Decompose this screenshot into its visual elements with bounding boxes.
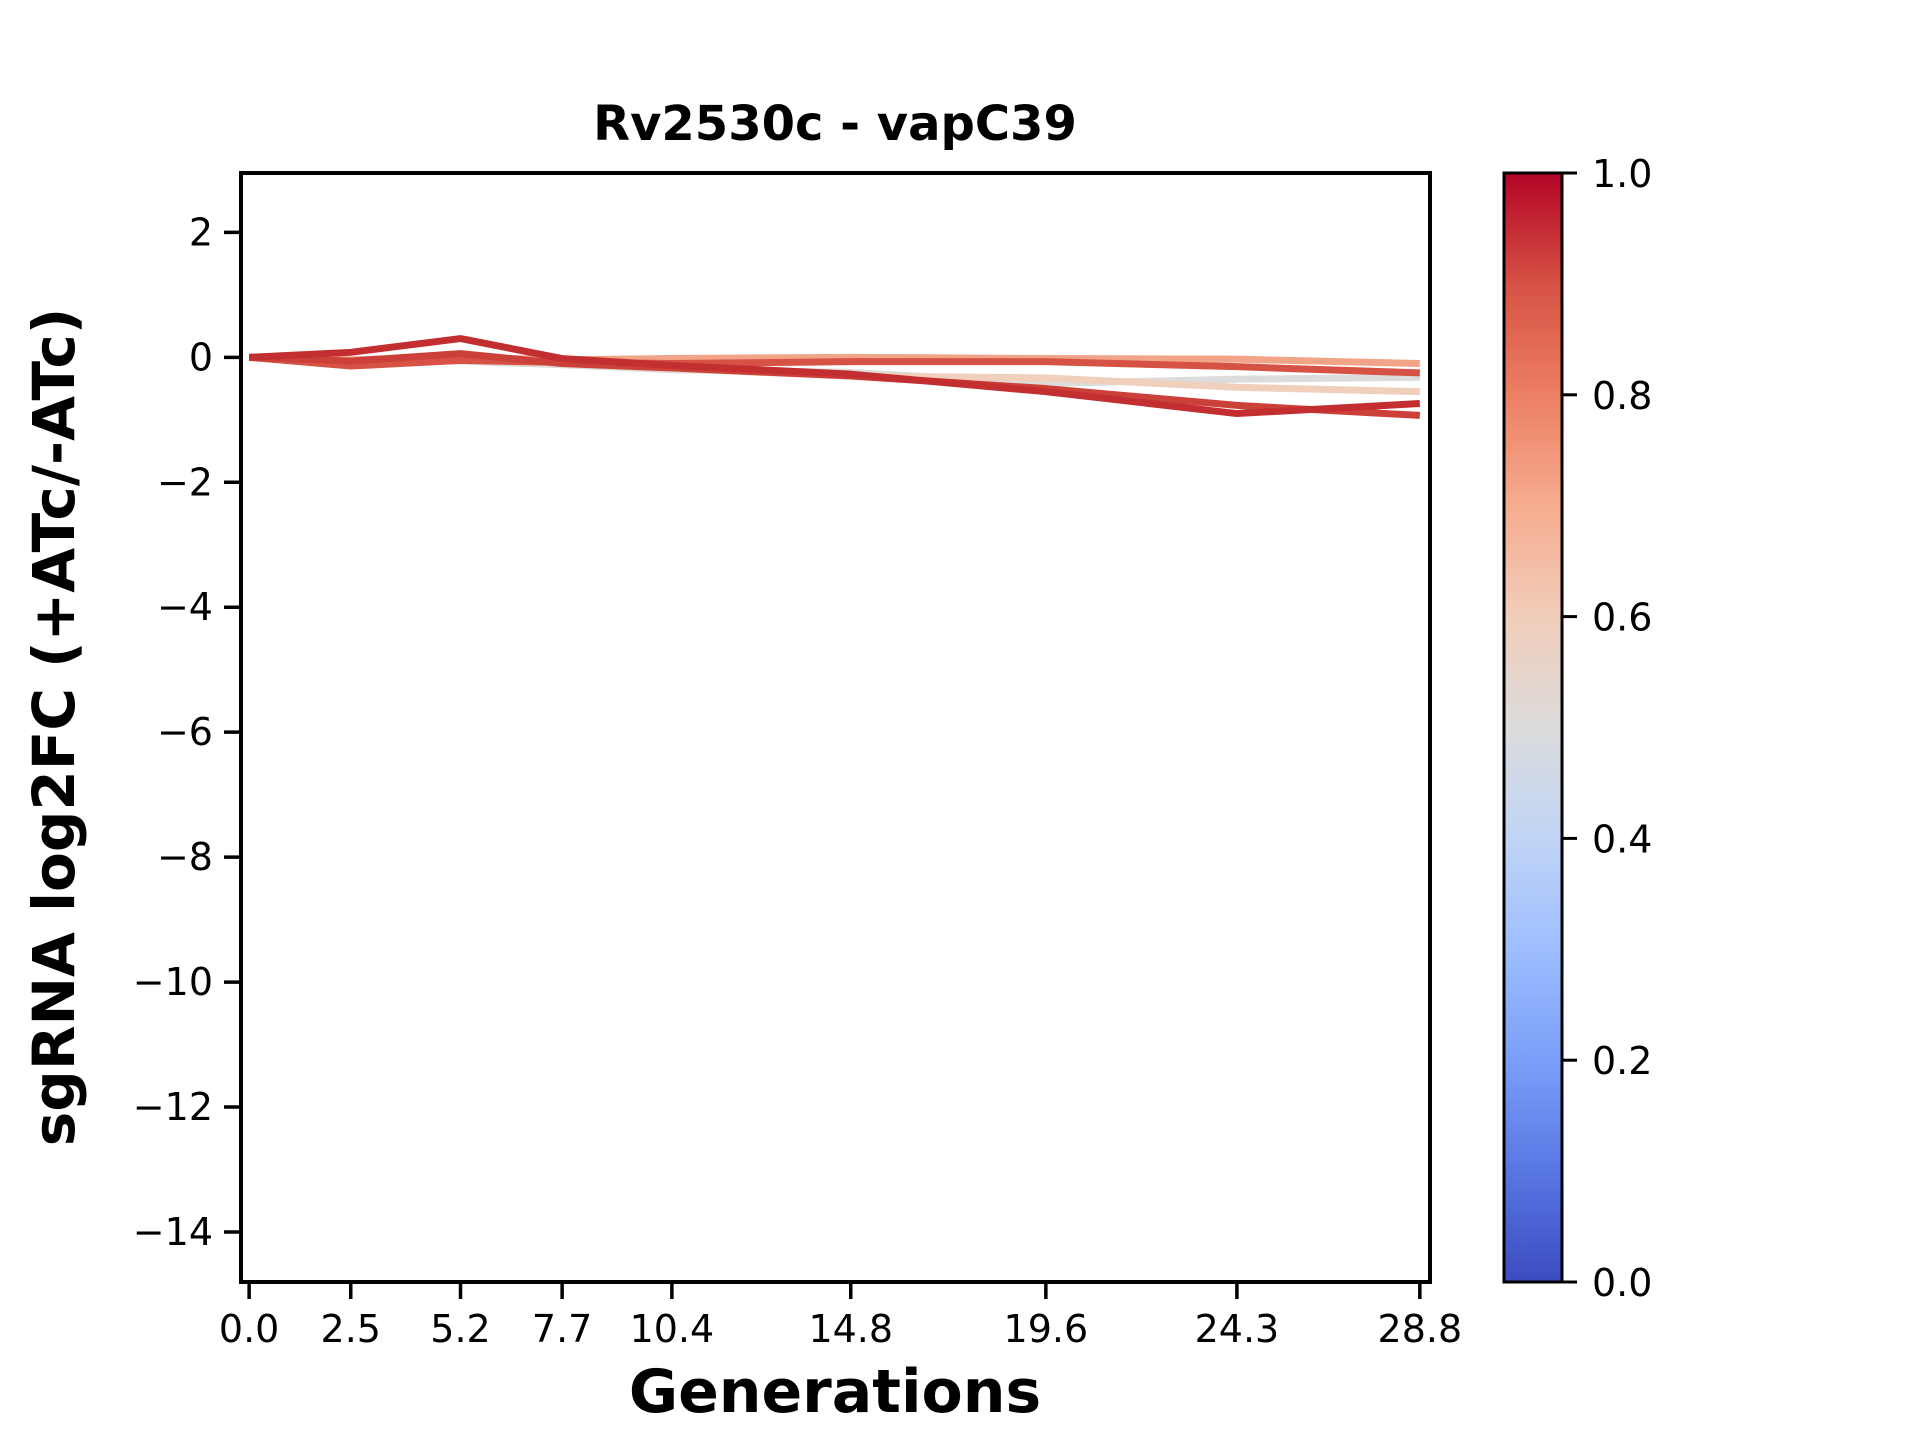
y-tick-label: −6	[157, 710, 213, 754]
colorbar-tick-label: 0.8	[1592, 374, 1652, 418]
colorbar-tick-label: 0.4	[1592, 817, 1652, 861]
x-tick-label: 2.5	[321, 1307, 381, 1351]
y-axis-label: sgRNA log2FC (+ATc/-ATc)	[20, 308, 88, 1146]
series-line-1	[248, 335, 1421, 418]
y-tick-label: −14	[133, 1210, 213, 1254]
y-tick-label: −8	[157, 835, 213, 879]
plot-lines	[248, 335, 1421, 419]
colorbar-tick-label: 0.0	[1592, 1261, 1652, 1305]
colorbar-tick-label: 1.0	[1592, 152, 1652, 196]
y-tick-label: 0	[189, 335, 213, 379]
x-tick-label: 24.3	[1195, 1307, 1280, 1351]
colorbar-tick-label: 0.2	[1592, 1039, 1652, 1083]
y-tick-label: −2	[157, 460, 213, 504]
y-tick-label: 2	[189, 210, 213, 254]
colorbar-ticks: 1.0 0.8 0.6 0.4 0.2 0.0	[1562, 152, 1652, 1305]
plot-frame	[239, 171, 1432, 1284]
x-tick-label: 19.6	[1004, 1307, 1089, 1351]
y-tick-label: −12	[133, 1085, 213, 1129]
x-axis-label: Generations	[629, 1357, 1041, 1427]
y-tick-label: −4	[157, 585, 213, 629]
x-tick-label: 0.0	[219, 1307, 279, 1351]
colorbar	[1502, 171, 1564, 1284]
x-tick-label: 5.2	[430, 1307, 490, 1351]
x-tick-label: 7.7	[532, 1307, 592, 1351]
chart-title: Rv2530c - vapC39	[593, 96, 1077, 152]
x-tick-label: 28.8	[1378, 1307, 1463, 1351]
x-axis-ticks: 0.0 2.5 5.2 7.7 10.4 14.8 19.6 24.3 28.8	[219, 1282, 1462, 1351]
x-tick-label: 10.4	[630, 1307, 715, 1351]
y-axis-ticks: 2 0 −2 −4 −6 −8 −10 −12 −14	[133, 210, 241, 1254]
y-tick-label: −10	[133, 960, 213, 1004]
x-tick-label: 14.8	[808, 1307, 893, 1351]
colorbar-tick-label: 0.6	[1592, 596, 1652, 640]
